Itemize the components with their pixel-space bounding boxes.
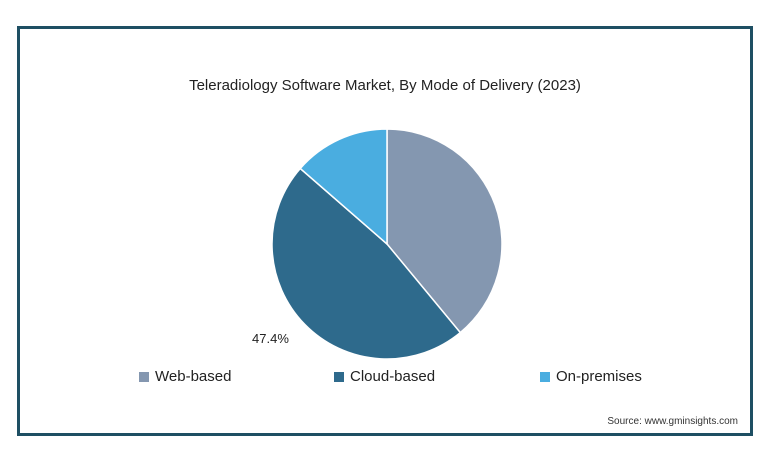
legend-label-cloud-based: Cloud-based bbox=[350, 368, 436, 385]
pie-slice-cloud-based bbox=[271, 167, 462, 360]
legend-label-web-based: Web-based bbox=[155, 368, 232, 385]
chart-title: Teleradiology Software Market, By Mode o… bbox=[189, 77, 581, 94]
legend-swatch-cloud-based bbox=[334, 371, 344, 382]
legend-item-on-premises: On-premises bbox=[540, 368, 642, 385]
chart-frame: Teleradiology Software Market, By Mode o… bbox=[17, 26, 753, 436]
legend-swatch-on-premises bbox=[540, 371, 550, 382]
pie-slice-web-based bbox=[386, 128, 503, 334]
legend-label-on-premises: On-premises bbox=[556, 368, 642, 385]
source-credit: Source: www.gminsights.com bbox=[607, 416, 738, 427]
legend: Web-based Cloud-based On-premises bbox=[20, 368, 750, 390]
pie-slice-on-premises bbox=[299, 128, 388, 246]
pie-chart: 47.4% bbox=[252, 128, 503, 360]
legend-item-web-based: Web-based bbox=[139, 368, 231, 385]
legend-item-cloud-based: Cloud-based bbox=[334, 368, 435, 385]
data-label-cloud-based: 47.4% bbox=[252, 331, 289, 346]
legend-swatch-web-based bbox=[139, 371, 149, 382]
